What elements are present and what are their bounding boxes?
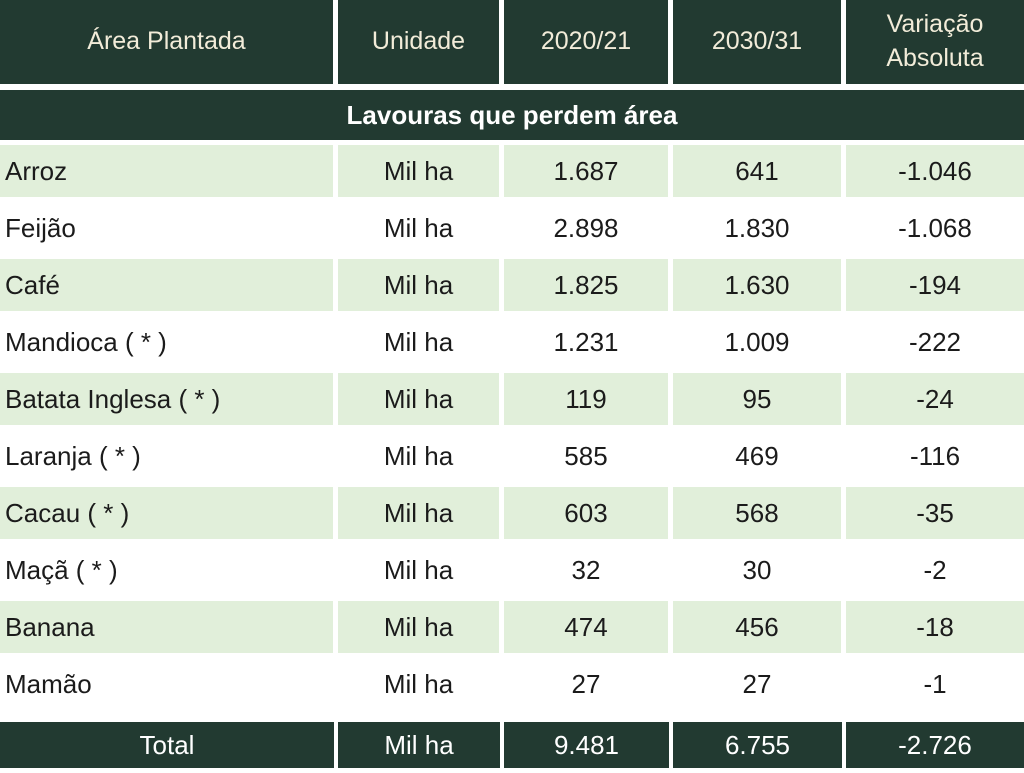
cell-crop-name: Cacau ( * ) [0,487,338,539]
cell-2030-31: 456 [673,601,846,653]
column-header-area-plantada: Área Plantada [0,0,338,84]
cell-2020-21: 585 [504,430,673,482]
cell-variation: -1.068 [898,212,972,243]
column-header-unidade: Unidade [338,0,504,84]
table-row-cafe: Café Mil ha 1.825 1.630 -194 [0,259,1024,311]
cell-crop-name: Batata Inglesa ( * ) [0,373,338,425]
cell-2020-21: 603 [504,487,673,539]
cell-crop-name: Laranja ( * ) [0,430,338,482]
table-row-arroz: Arroz Mil ha 1.687 641 -1.046 [0,145,1024,197]
cell-variation: -18 [846,601,1024,653]
cell-2020-21: 32 [504,544,673,596]
table-row-banana: Banana Mil ha 474 456 -18 [0,601,1024,653]
cell-2030-31: 1.630 [673,259,846,311]
cell-unit: Mil ha [338,202,504,254]
total-2020-21: 9.481 [504,722,673,768]
cell-2020-21: 1.825 [504,259,673,311]
cell-crop-name: Maçã ( * ) [0,544,338,596]
cell-variation: -1.046 [846,145,1024,197]
cell-unit: Mil ha [338,316,504,368]
section-header-lavouras-que-perdem-area: Lavouras que perdem área [0,90,1024,140]
cell-variation: -24 [846,373,1024,425]
cell-unit: Mil ha [338,145,504,197]
cell-unit: Mil ha [338,373,504,425]
cell-unit: Mil ha [338,259,504,311]
table-row-laranja: Laranja ( * ) Mil ha 585 469 -116 [0,430,1024,482]
cell-2030-31: 641 [673,145,846,197]
cell-2020-21: 474 [504,601,673,653]
table-row-maca: Maçã ( * ) Mil ha 32 30 -2 [0,544,1024,596]
cell-unit: Mil ha [338,601,504,653]
header-row: Área Plantada Unidade 2020/21 2030/31 Va… [0,0,1024,84]
cell-unit: Mil ha [338,487,504,539]
table-row-feijao: Feijão Mil ha 2.898 1.830 -1.068 [0,202,1024,254]
table-row-cacau: Cacau ( * ) Mil ha 603 568 -35 [0,487,1024,539]
cell-unit: Mil ha [338,658,504,710]
cell-2020-21: 1.687 [504,145,673,197]
cell-2030-31: 469 [673,430,846,482]
total-row: Total Mil ha 9.481 6.755 -2.726 [0,722,1024,768]
total-variation: -2.726 [846,722,1024,768]
table-row-mandioca: Mandioca ( * ) Mil ha 1.231 1.009 -222 [0,316,1024,368]
column-header-2020-21: 2020/21 [504,0,673,84]
cell-variation: -1 [923,668,947,699]
cell-unit: Mil ha [338,430,504,482]
total-2030-31: 6.755 [673,722,846,768]
cell-crop-name: Banana [0,601,338,653]
cell-variation: -222 [908,326,962,357]
cell-crop-name: Arroz [0,145,338,197]
cell-2030-31: 30 [673,544,846,596]
cell-variation: -194 [846,259,1024,311]
cell-2020-21: 27 [504,658,673,710]
cell-variation: -116 [909,440,961,471]
cell-2020-21: 2.898 [504,202,673,254]
column-header-2030-31: 2030/31 [673,0,846,84]
table-row-mamao: Mamão Mil ha 27 27 -1 [0,658,1024,710]
cell-variation: -2 [923,554,947,585]
cell-2030-31: 568 [673,487,846,539]
cell-unit: Mil ha [338,544,504,596]
cell-2030-31: 27 [673,658,846,710]
total-label: Total [0,722,338,768]
cell-variation: -35 [846,487,1024,539]
total-unit: Mil ha [338,722,504,768]
cell-crop-name: Feijão [0,202,338,254]
column-header-variacao-absoluta: Variação Absoluta [846,0,1024,84]
cell-2020-21: 1.231 [504,316,673,368]
cell-crop-name: Mamão [0,658,338,710]
cell-2020-21: 119 [504,373,673,425]
table-row-batata-inglesa: Batata Inglesa ( * ) Mil ha 119 95 -24 [0,373,1024,425]
cell-2030-31: 1.830 [673,202,846,254]
cell-2030-31: 1.009 [673,316,846,368]
cell-crop-name: Mandioca ( * ) [0,316,338,368]
cell-crop-name: Café [0,259,338,311]
cell-2030-31: 95 [673,373,846,425]
